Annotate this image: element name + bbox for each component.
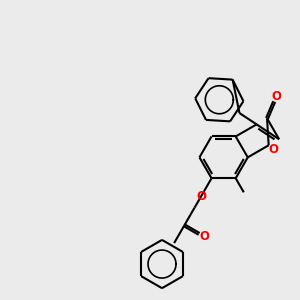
Text: O: O [199,230,209,243]
Text: O: O [268,143,278,156]
Text: O: O [196,190,206,203]
Text: O: O [272,90,281,103]
